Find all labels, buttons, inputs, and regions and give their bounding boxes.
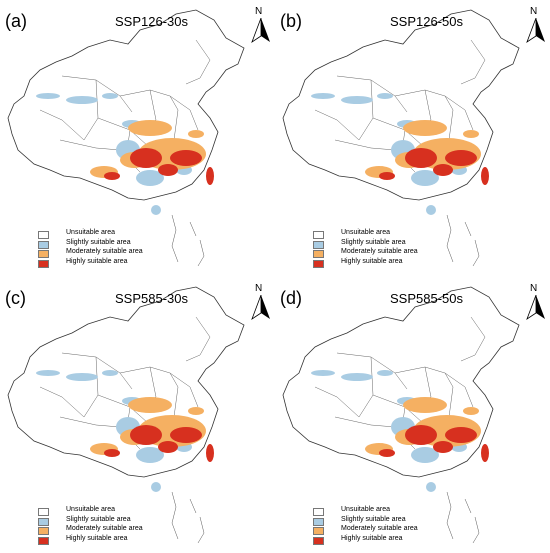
legend-label: Slightly suitable area bbox=[341, 238, 406, 246]
legend-label: Highly suitable area bbox=[341, 534, 403, 542]
legend-label: Slightly suitable area bbox=[66, 515, 131, 523]
legend-label: Slightly suitable area bbox=[66, 238, 131, 246]
legend-label: Highly suitable area bbox=[66, 257, 128, 265]
legend-label: Unsuitable area bbox=[341, 506, 391, 513]
map-panel-a: (a) SSP126-30s N Unsuitable area Slightly… bbox=[0, 0, 275, 276]
legend-label: Unsuitable area bbox=[66, 506, 116, 513]
legend-label: Highly suitable area bbox=[66, 534, 128, 542]
legend-swatch bbox=[38, 250, 49, 259]
legend-label: Slightly suitable area bbox=[341, 515, 406, 523]
legend-label: Unsuitable area bbox=[66, 229, 116, 236]
legend-swatch bbox=[38, 259, 49, 268]
legend-swatch bbox=[38, 536, 49, 545]
panel-title: SSP126-30s bbox=[115, 14, 188, 29]
legend-swatch bbox=[38, 231, 49, 239]
legend-swatch bbox=[38, 527, 49, 536]
map-panel-b: (b) SSP126-50s N Unsuitable area Slightly… bbox=[275, 0, 550, 276]
legend-swatch bbox=[313, 240, 324, 249]
legend-swatch bbox=[313, 259, 324, 268]
legend-swatch bbox=[38, 517, 49, 526]
legend-label: Moderately suitable area bbox=[66, 248, 143, 256]
panel-label: (c) bbox=[5, 288, 26, 308]
north-arrow-icon: N bbox=[250, 6, 272, 44]
north-arrow-icon: N bbox=[525, 6, 547, 44]
legend-label: Moderately suitable area bbox=[66, 525, 143, 533]
legend-swatch bbox=[313, 231, 324, 239]
legend-swatch bbox=[313, 527, 324, 536]
legend-swatch bbox=[313, 250, 324, 259]
panel-label: (b) bbox=[280, 11, 302, 31]
map-panel-d: (d) SSP585-50s N Unsuitable area Slightly… bbox=[275, 277, 550, 553]
panel-label: (d) bbox=[280, 288, 302, 308]
north-label: N bbox=[530, 6, 538, 17]
panel-title: SSP585-50s bbox=[390, 291, 463, 306]
north-arrow-icon: N bbox=[525, 283, 547, 321]
legend-swatch bbox=[313, 508, 324, 516]
north-label: N bbox=[530, 283, 538, 294]
map-panel-c: (c) SSP585-30s N Unsuitable area Slightly… bbox=[0, 277, 275, 553]
north-label: N bbox=[255, 6, 263, 17]
north-label: N bbox=[255, 283, 263, 294]
panel-title: SSP126-50s bbox=[390, 14, 463, 29]
panel-title: SSP585-30s bbox=[115, 291, 188, 306]
legend-swatch bbox=[313, 536, 324, 545]
legend-label: Moderately suitable area bbox=[341, 525, 418, 533]
legend-swatch bbox=[313, 517, 324, 526]
legend-label: Moderately suitable area bbox=[341, 248, 418, 256]
panel-label: (a) bbox=[5, 11, 27, 31]
legend-swatch bbox=[38, 240, 49, 249]
legend-label: Highly suitable area bbox=[341, 257, 403, 265]
legend-swatch bbox=[38, 508, 49, 516]
legend-label: Unsuitable area bbox=[341, 229, 391, 236]
north-arrow-icon: N bbox=[250, 283, 272, 321]
